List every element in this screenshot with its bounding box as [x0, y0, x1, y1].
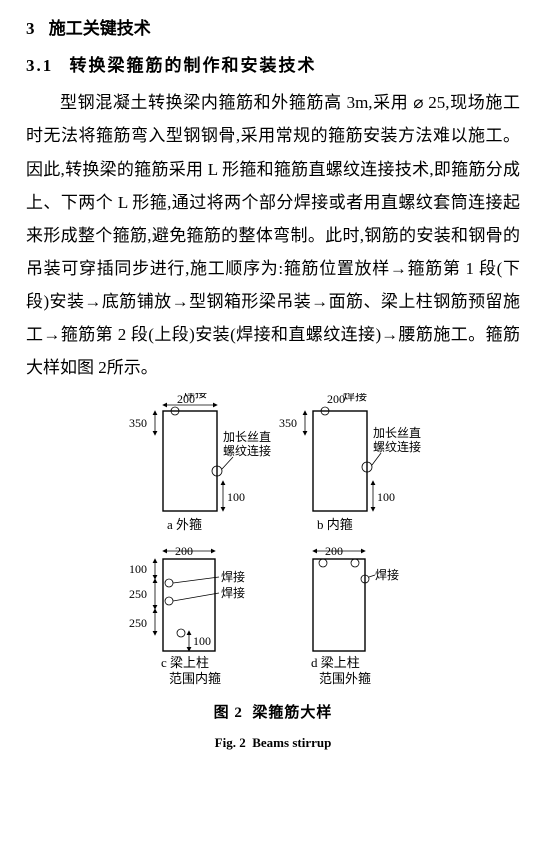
subsection-heading: 3.1 转换梁箍筋的制作和安装技术 [26, 49, 520, 82]
stirrup-diagram: .ln { stroke:#000; stroke-width:1.4; fil… [103, 393, 443, 693]
sublabel-b: b 内箍 [317, 517, 353, 532]
label-weld: 焊接 [183, 393, 207, 400]
dim-350: 350 [129, 416, 147, 430]
label-coupler-b2: 螺纹连接 [373, 439, 421, 454]
figure-2: .ln { stroke:#000; stroke-width:1.4; fil… [26, 393, 520, 756]
section-heading: 3 施工关键技术 [26, 12, 520, 45]
figure-caption-cn: 图 2 梁箍筋大样 [214, 699, 333, 728]
label-coupler-2: 螺纹连接 [223, 443, 271, 458]
sublabel-d-2: 范围外箍 [319, 671, 371, 686]
caption-en-title: Beams stirrup [252, 735, 331, 750]
dim-100: 100 [227, 490, 245, 504]
sublabel-c-1: c 梁上柱 [161, 655, 209, 670]
sublabel-a: a 外箍 [167, 517, 202, 532]
dim-350-b: 350 [279, 416, 297, 430]
dim-100-b: 100 [377, 490, 395, 504]
dim-100-c2: 100 [193, 634, 211, 648]
figure-caption-en: Fig. 2 Beams stirrup [215, 730, 332, 755]
caption-cn-title: 梁箍筋大样 [252, 705, 332, 721]
section-title: 施工关键技术 [49, 19, 151, 38]
label-weld-d: 焊接 [375, 567, 399, 582]
label-coupler-1: 加长丝直 [223, 430, 271, 444]
dim-100-c1: 100 [129, 562, 147, 576]
body-paragraph: 型钢混凝土转换梁内箍筋和外箍筋高 3m,采用 ⌀ 25,现场施工时无法将箍筋弯入… [26, 86, 520, 384]
label-weld-c1: 焊接 [221, 569, 245, 584]
section-number: 3 [26, 12, 35, 45]
dim-250-c: 250 [129, 587, 147, 601]
label-weld-b: 焊接 [343, 393, 367, 403]
subsection-number: 3.1 [26, 49, 53, 82]
caption-cn-num: 图 2 [214, 705, 243, 721]
subsection-title: 转换梁箍筋的制作和安装技术 [70, 56, 317, 75]
sublabel-c-2: 范围内箍 [169, 671, 221, 686]
label-coupler-b1: 加长丝直 [373, 426, 421, 440]
dim-250-c2: 250 [129, 616, 147, 630]
sublabel-d-1: d 梁上柱 [311, 655, 360, 670]
label-weld-c2: 焊接 [221, 585, 245, 600]
caption-en-num: Fig. 2 [215, 735, 246, 750]
